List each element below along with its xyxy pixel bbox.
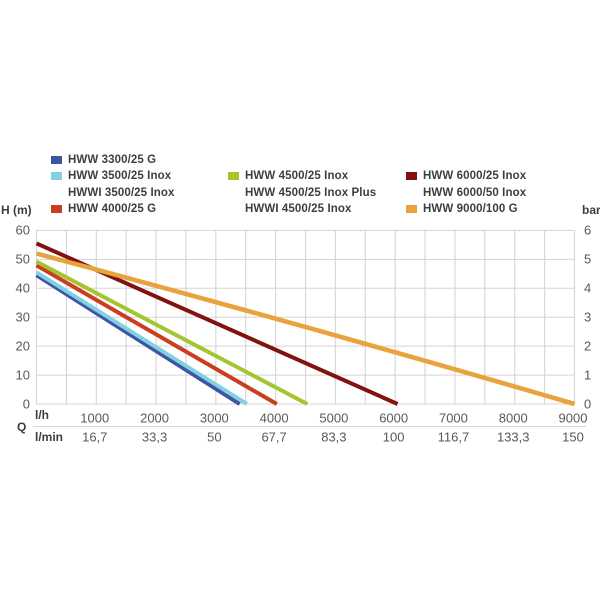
x-tick-lmin: 150: [562, 429, 584, 445]
x-tick-lh: 5000: [319, 410, 349, 426]
legend-color-swatch: [51, 171, 62, 181]
y-tick-right: 2: [584, 338, 592, 354]
legend-item: HWW 3500/25 Inox: [51, 168, 171, 184]
legend-label: HWW 6000/50 Inox: [423, 186, 527, 199]
legend-label: HWW 6000/25 Inox: [423, 170, 527, 183]
x-axis-unit-lmin: l/min: [35, 430, 64, 445]
y-tick-right: 1: [584, 367, 592, 383]
x-tick-lh: 6000: [379, 410, 409, 426]
x-tick-lmin: 100: [382, 429, 405, 445]
x-tick-lmin: 33,3: [141, 429, 168, 445]
legend-item: HWW 3300/25 G: [51, 152, 156, 168]
legend-label: HWW 4500/25 Inox Plus: [245, 186, 377, 199]
x-tick-lmin: 67,7: [261, 429, 287, 445]
x-tick-lh: 4000: [259, 410, 289, 426]
legend-label: HWW 3500/25 Inox: [68, 170, 172, 183]
legend-label: HWWI 4500/25 Inox: [245, 203, 352, 215]
x-tick-lh: 8000: [498, 410, 528, 426]
legend-item: HWW 6000/50 Inox: [406, 185, 526, 201]
pump-curve: [35, 259, 309, 406]
x-tick-lmin: 16,7: [82, 429, 108, 445]
y-tick-left: 40: [15, 280, 30, 296]
legend-color-swatch: [51, 204, 62, 214]
pump-curve: [35, 263, 278, 406]
legend-label: HWW 3300/25 G: [68, 153, 157, 166]
y-tick-left: 50: [15, 251, 30, 267]
legend-swatch-spacer: [228, 205, 239, 214]
y-tick-left: 60: [15, 222, 30, 238]
legend-item: HWW 6000/25 Inox: [406, 168, 526, 184]
y-tick-right: 4: [584, 280, 592, 296]
pump-curve: [35, 270, 248, 406]
legend-label: HWW 9000/100 G: [423, 203, 518, 215]
legend-label: HWW 4000/25 G: [68, 203, 157, 215]
x-tick-lh: 7000: [438, 410, 468, 426]
x-axis-unit-lh: l/h: [35, 408, 49, 422]
y-tick-left: 20: [15, 338, 30, 354]
pump-curve: [35, 251, 576, 407]
legend-swatch-spacer: [51, 188, 62, 197]
legend-label: HWWI 3500/25 Inox: [68, 186, 175, 199]
x-tick-lh: 1000: [80, 410, 110, 426]
legend-color-swatch: [228, 171, 239, 181]
y-axis-right-title: bar: [582, 202, 600, 217]
x-tick-lh: 9000: [558, 410, 588, 426]
y-tick-right: 0: [584, 396, 592, 412]
y-tick-left: 0: [22, 396, 30, 412]
y-tick-left: 30: [15, 309, 30, 325]
legend-color-swatch: [51, 155, 62, 165]
x-tick-lmin: 116,7: [437, 429, 470, 445]
legend-item: HWW 4000/25 G: [51, 201, 156, 217]
x-tick-lh: 3000: [199, 410, 229, 426]
x-tick-lmin: 83,3: [321, 429, 347, 445]
y-tick-right: 6: [584, 222, 592, 238]
x-axis-title-q: Q: [17, 420, 27, 434]
legend-swatch-spacer: [228, 188, 239, 197]
legend-item: HWW 4500/25 Inox Plus: [228, 185, 376, 201]
legend-swatch-spacer: [406, 188, 417, 197]
legend-color-swatch: [406, 171, 417, 181]
x-tick-lmin: 133,3: [496, 429, 530, 445]
pump-curve: [35, 273, 241, 406]
x-tick-lh: 2000: [140, 410, 170, 426]
legend-item: HWW 4500/25 Inox: [228, 168, 348, 184]
x-tick-lmin: 50: [207, 429, 222, 445]
y-tick-left: 10: [15, 367, 30, 383]
y-axis-left-title: H (m): [1, 202, 32, 217]
legend-item: HWW 9000/100 G: [406, 201, 518, 217]
y-tick-right: 3: [584, 309, 592, 325]
legend-item: HWWI 3500/25 Inox: [51, 185, 175, 201]
x-axis-divider-line: [32, 425, 586, 427]
legend-color-swatch: [406, 204, 417, 214]
legend-item: HWWI 4500/25 Inox: [228, 201, 352, 217]
y-tick-right: 5: [584, 251, 592, 267]
legend-label: HWW 4500/25 Inox: [245, 170, 349, 183]
